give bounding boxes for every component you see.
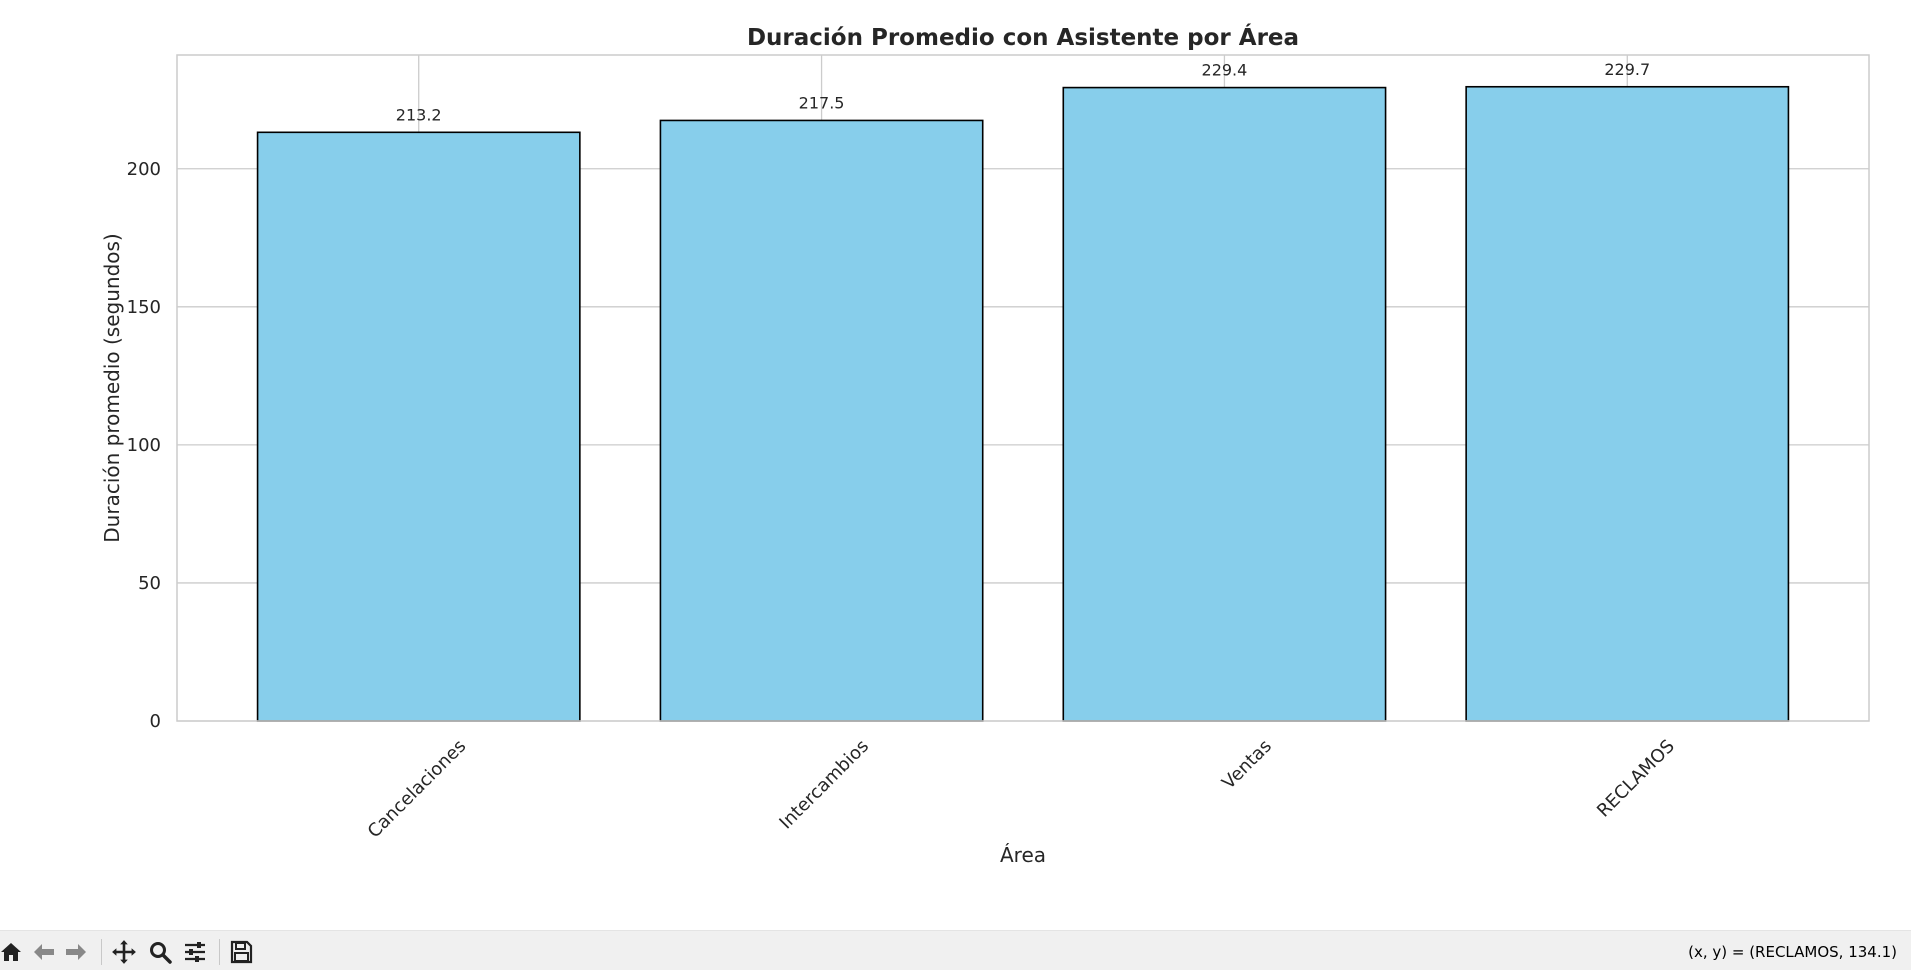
value-labels: 213.2 217.5 229.4 229.7 <box>396 60 1650 125</box>
x-ticks: Cancelaciones Intercambios Ventas RECLAMOS <box>364 736 1679 843</box>
value-label: 229.7 <box>1604 60 1650 79</box>
zoom-icon <box>150 942 172 964</box>
chart-figure: 0 50 100 150 200 Cancelaciones Intercambios Ve… <box>100 23 1870 867</box>
x-tick-label: Intercambios <box>775 736 873 834</box>
toolbar-separator <box>219 939 220 965</box>
back-button[interactable] <box>29 937 59 967</box>
toolbar-separator <box>101 939 102 965</box>
bar-chart: 0 50 100 150 200 Cancelaciones Intercambios Ve… <box>100 23 1870 867</box>
y-tick-label: 50 <box>138 573 161 594</box>
home-button[interactable] <box>0 937 26 967</box>
save-button[interactable] <box>226 937 256 967</box>
plot-frame <box>176 54 1870 722</box>
configure-icon <box>185 942 205 962</box>
pan-icon <box>112 940 136 964</box>
forward-icon <box>66 944 86 960</box>
back-icon <box>34 944 54 960</box>
value-label: 217.5 <box>799 93 845 112</box>
bar-intercambios <box>659 119 984 722</box>
y-tick-label: 200 <box>127 159 161 180</box>
cursor-coordinates: (x, y) = (RECLAMOS, 134.1) <box>1688 943 1897 961</box>
y-ticks: 0 50 100 150 200 <box>127 159 161 732</box>
y-tick-label: 0 <box>150 711 161 732</box>
chart-title: Duración Promedio con Asistente por Área <box>747 23 1299 51</box>
zoom-button[interactable] <box>145 937 175 967</box>
bar-ventas <box>1062 86 1387 722</box>
value-label: 213.2 <box>396 105 442 124</box>
navigation-toolbar: (x, y) = (RECLAMOS, 134.1) <box>0 930 1911 970</box>
pan-button[interactable] <box>109 937 139 967</box>
y-tick-label: 150 <box>127 297 161 318</box>
x-tick-label: Ventas <box>1218 736 1276 794</box>
bar-cancelaciones <box>256 131 581 722</box>
configure-subplots-button[interactable] <box>180 937 210 967</box>
x-tick-label: Cancelaciones <box>364 736 471 843</box>
x-tick-label: RECLAMOS <box>1593 736 1679 822</box>
save-icon <box>230 940 253 964</box>
x-axis-label: Área <box>1000 843 1046 867</box>
forward-button[interactable] <box>61 937 91 967</box>
bar-reclamos <box>1465 85 1790 722</box>
y-tick-label: 100 <box>127 435 161 456</box>
value-label: 229.4 <box>1202 61 1248 80</box>
y-axis-label: Duración promedio (segundos) <box>100 233 124 542</box>
home-icon <box>1 943 21 961</box>
bars <box>256 85 1790 722</box>
